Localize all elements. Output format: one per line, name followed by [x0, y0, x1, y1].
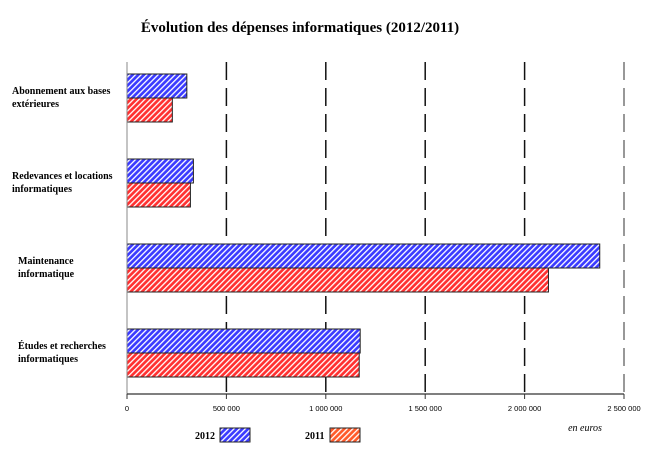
category-label-line: Maintenance — [18, 256, 74, 267]
bar-2011 — [126, 267, 549, 293]
x-tick-label: 500 000 — [213, 404, 240, 413]
legend-swatch-2012 — [219, 427, 251, 443]
category-label: Études et recherches informatiques — [18, 340, 106, 365]
bar-2012 — [126, 158, 194, 184]
bar-2011 — [126, 352, 360, 378]
chart-title: Évolution des dépenses informatiques (20… — [141, 19, 459, 36]
x-tick-label: 0 — [125, 404, 129, 413]
category-label-line: Abonnement aux bases — [12, 86, 110, 97]
x-tick-label: 1 000 000 — [309, 404, 342, 413]
legend-label: 2011 — [305, 431, 324, 442]
x-tick-label: 2 500 000 — [607, 404, 640, 413]
legend-swatch-2011 — [329, 427, 361, 443]
bar-2012 — [126, 328, 361, 354]
category-label-line: informatiques — [12, 184, 72, 195]
bar-2011 — [126, 182, 191, 208]
bar-2012 — [126, 73, 188, 99]
category-label: Abonnement aux bases extérieures — [12, 86, 110, 110]
category-label: Maintenance informatique — [18, 256, 75, 280]
x-tick-label: 1 500 000 — [409, 404, 442, 413]
category-label: Redevances et locations informatiques — [12, 171, 113, 195]
category-label-line: informatique — [18, 269, 75, 280]
legend-label: 2012 — [195, 431, 215, 442]
x-tick-label: 2 000 000 — [508, 404, 541, 413]
bar-2012 — [126, 243, 601, 269]
category-label-line: informatiques — [18, 354, 78, 365]
category-label-line: Redevances et locations — [12, 171, 113, 182]
category-label-line: extérieures — [12, 99, 59, 110]
x-axis-label: en euros — [568, 423, 602, 434]
category-label-line: Études et recherches — [18, 340, 106, 352]
bar-2011 — [126, 97, 173, 123]
